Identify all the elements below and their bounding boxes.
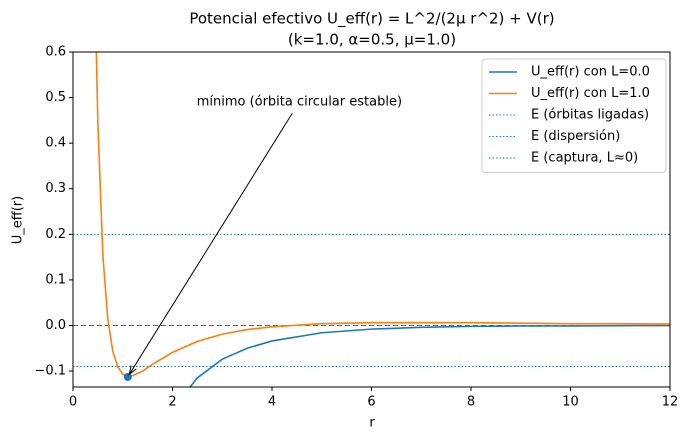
legend-label: E (dispersión)	[531, 129, 620, 144]
chart-subtitle: (k=1.0, α=0.5, μ=1.0)	[288, 31, 456, 49]
series-line	[189, 324, 670, 387]
annotation-text: mínimo (órbita circular estable)	[197, 95, 402, 110]
y-tick-label: 0.5	[45, 90, 66, 105]
y-tick-label: 0.2	[45, 227, 66, 242]
x-tick-label: 4	[268, 395, 276, 410]
annotation-arrow	[128, 112, 293, 375]
legend-label: E (órbitas ligadas)	[531, 108, 649, 123]
series-line	[95, 52, 670, 377]
legend-box	[481, 58, 667, 173]
y-tick-label: 0.3	[45, 181, 66, 196]
x-tick-label: 8	[467, 395, 475, 410]
y-tick-label: 0.1	[45, 272, 66, 287]
x-tick-label: 6	[367, 395, 375, 410]
x-tick-label: 12	[662, 395, 679, 410]
legend-label: U_eff(r) con L=1.0	[531, 86, 650, 101]
x-axis-label: r	[369, 416, 375, 431]
legend-label: E (captura, L≈0)	[531, 151, 638, 166]
annotation-arrowhead	[128, 365, 137, 376]
y-axis-label: U_eff(r)	[11, 196, 26, 244]
minimum-point	[123, 372, 132, 381]
legend-label: U_eff(r) con L=0.0	[531, 65, 650, 80]
y-tick-label: 0.4	[45, 136, 66, 151]
y-tick-label: −0.1	[34, 364, 66, 379]
x-tick-label: 10	[562, 395, 579, 410]
y-tick-label: 0.0	[45, 318, 66, 333]
plot-area	[73, 52, 670, 387]
plot-frame	[72, 51, 671, 388]
x-tick-label: 2	[168, 395, 176, 410]
x-tick-label: 0	[69, 395, 77, 410]
y-tick-label: 0.6	[45, 45, 66, 60]
chart-title: Potencial efectivo U_eff(r) = L^2/(2μ r^…	[189, 10, 554, 29]
